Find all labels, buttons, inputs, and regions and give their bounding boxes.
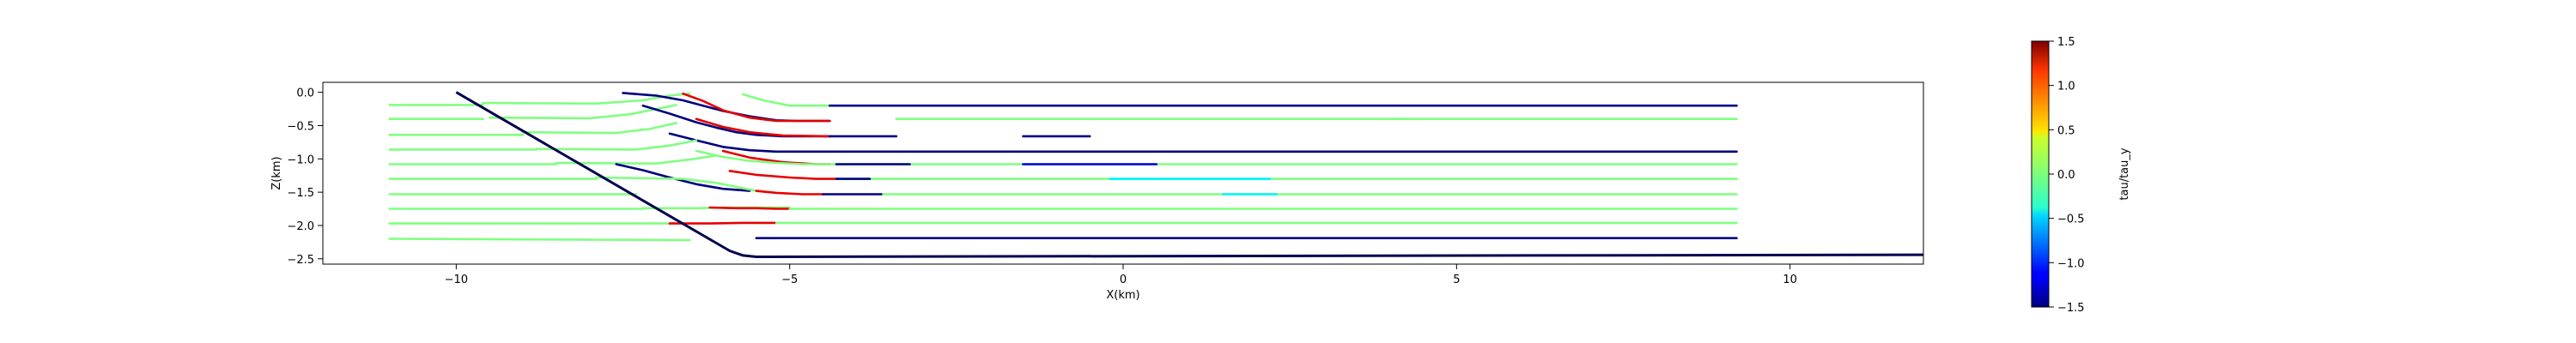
x-axis-label: X(km) [1106,289,1139,302]
y-axis-ticks: 0.0 −0.5 −1.0 −1.5 −2.0 −2.5 [287,87,323,267]
streamline-3 [682,92,831,123]
colorbar-tick-label: 0.0 [2057,169,2075,182]
y-tick-label: −1.0 [287,153,314,166]
plot-area [323,82,1923,264]
x-tick-label: −5 [781,274,798,286]
streamline-19 [535,139,698,151]
boundary-line [455,91,1923,258]
y-tick-label: −2.5 [287,254,314,267]
colorbar-tick-label: −0.5 [2057,214,2085,226]
y-axis-label: Z(km) [270,156,283,190]
colorbar-label: tau/tau_y [2118,147,2131,200]
streamline-7 [488,104,677,120]
y-tick-label: 0.0 [296,87,314,100]
streamline-26 [615,163,751,192]
streamline-40 [708,206,791,210]
x-tick-label: 5 [1453,274,1460,286]
streamlines-layer [388,92,1738,242]
x-tick-label: 10 [1783,274,1797,286]
streamline-20 [695,149,831,165]
boundary-layer [455,91,1923,258]
streamline-4 [742,93,831,107]
colorbar-tick-label: −1.5 [2057,302,2085,315]
streamline-32 [595,176,758,192]
streamline-9 [695,117,831,138]
colorbar-tick-label: 1.0 [2057,81,2075,93]
streamline-1 [482,92,691,105]
streamline-33 [755,190,824,196]
y-tick-label: −0.5 [287,120,314,133]
colorbar-tick-label: −1.0 [2057,257,2085,270]
colorbar-ticks: 1.5 1.0 0.5 0.0 −0.5 −1.0 −1.5 [2049,36,2085,315]
x-axis-ticks: −10 −5 0 5 10 [445,264,1797,286]
streamline-45 [388,238,691,242]
y-tick-label: −2.0 [287,220,314,233]
colorbar-tick-label: 0.5 [2057,124,2075,137]
streamline-43 [668,221,778,225]
colorbar [2031,40,2050,308]
x-tick-label: 0 [1120,274,1127,286]
colorbar-tick-label: 1.5 [2057,36,2075,49]
x-tick-label: −10 [445,274,468,286]
streamline-25 [555,154,718,165]
streamline-13 [521,122,677,135]
streamline-27 [728,170,838,180]
y-tick-label: −1.5 [287,187,314,200]
